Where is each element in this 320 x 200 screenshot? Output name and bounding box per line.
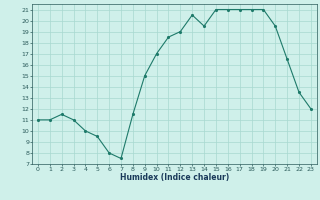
- X-axis label: Humidex (Indice chaleur): Humidex (Indice chaleur): [120, 173, 229, 182]
